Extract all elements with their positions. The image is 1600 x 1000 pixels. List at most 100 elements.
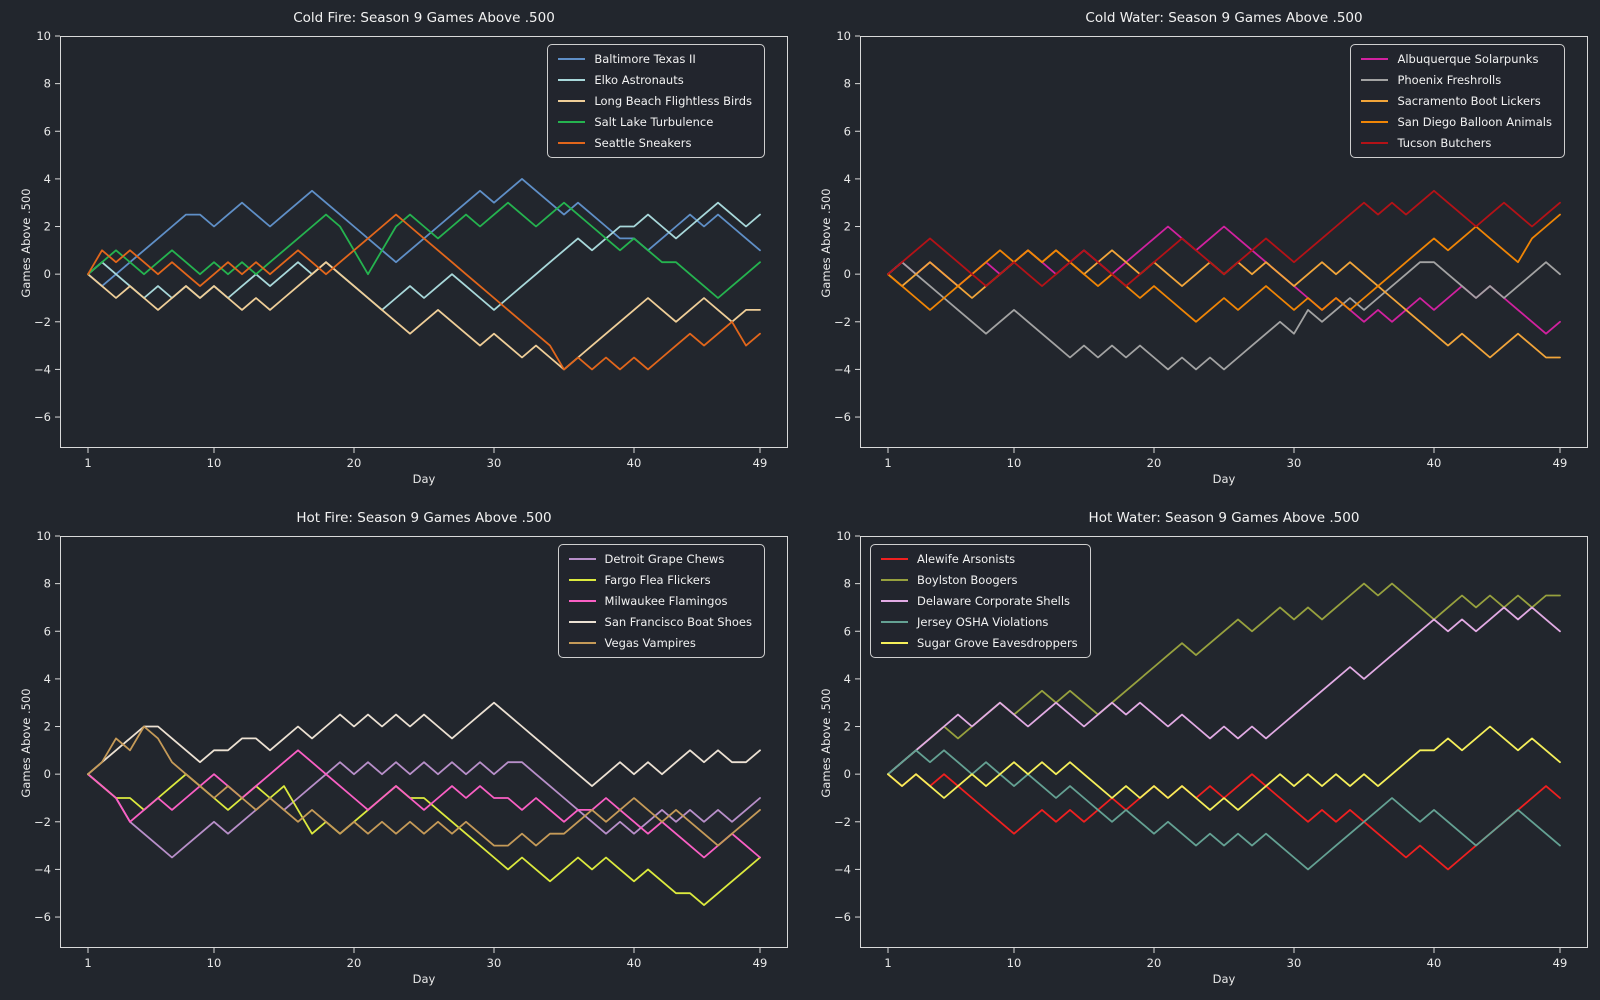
legend-label: Vegas Vampires [604,636,696,650]
plot-spine [60,536,788,948]
legend-item: Salt Lake Turbulence [558,115,752,129]
y-tick-label: 8 [44,77,51,91]
legend-swatch [568,558,596,560]
panel-cold-fire: Cold Fire: Season 9 Games Above .500 Gam… [0,0,800,500]
x-tick-label: 40 [1427,956,1442,970]
series-line [87,213,761,371]
y-tick-label: 0 [844,267,851,281]
legend-label: Milwaukee Flamingos [604,594,728,608]
x-tick-label: 10 [207,956,222,970]
series-line [887,749,1561,871]
legend: Detroit Grape Chews Fargo Flea Flickers … [557,544,765,658]
y-tick-label: −6 [834,410,851,424]
legend-label: Sugar Grove Eavesdroppers [917,636,1078,650]
legend-label: Jersey OSHA Violations [917,615,1049,629]
y-tick-label: 2 [844,720,851,734]
legend-item: Seattle Sneakers [558,136,752,150]
x-tick-label: 30 [1287,956,1302,970]
y-axis-label: Games Above .500 [819,188,833,298]
series-line [87,261,761,371]
y-tick-label: 4 [44,172,51,186]
y-tick-label: −6 [834,910,851,924]
y-tick-label: 0 [44,767,51,781]
x-tick-label: 30 [1287,456,1302,470]
legend-item: Sacramento Boot Lickers [1361,94,1552,108]
y-axis-label: Games Above .500 [19,688,33,798]
y-tick-label: 6 [44,624,51,638]
legend-item: Vegas Vampires [568,636,752,650]
legend-item: Detroit Grape Chews [568,552,752,566]
legend-label: Albuquerque Solarpunks [1397,52,1539,66]
series-line [887,189,1561,288]
chart-title: Cold Fire: Season 9 Games Above .500 [293,10,555,26]
legend-item: Alewife Arsonists [881,552,1078,566]
legend: Albuquerque Solarpunks Phoenix Freshroll… [1350,44,1565,158]
legend-swatch [558,79,586,81]
plot-spine [60,36,788,448]
legend-swatch [558,121,586,123]
legend-swatch [1361,100,1389,102]
legend-item: San Francisco Boat Shoes [568,615,752,629]
y-tick-label: −4 [34,362,51,376]
chart-title: Hot Fire: Season 9 Games Above .500 [296,510,552,526]
series-line [87,749,761,859]
y-tick-label: 6 [844,624,851,638]
legend-label: Delaware Corporate Shells [917,594,1071,608]
y-tick-label: 10 [836,529,851,543]
legend-swatch [568,642,596,644]
x-tick-label: 20 [347,456,362,470]
x-tick-label: 49 [753,956,768,970]
x-tick-label: 1 [84,456,91,470]
x-tick-label: 20 [1147,456,1162,470]
legend-label: Fargo Flea Flickers [604,573,711,587]
y-tick-label: 8 [844,77,851,91]
legend-item: Boylston Boogers [881,573,1078,587]
legend-swatch [1361,58,1389,60]
x-tick-label: 1 [884,456,891,470]
series-line [87,773,761,907]
x-axis-label: Day [412,472,436,486]
legend-swatch [558,58,586,60]
legend-swatch [1361,121,1389,123]
x-axis-label: Day [1212,472,1236,486]
y-tick-label: −4 [834,862,851,876]
y-tick-label: 4 [44,672,51,686]
y-tick-label: −6 [34,910,51,924]
y-tick-label: −6 [34,410,51,424]
y-tick-label: 6 [844,124,851,138]
series-line [87,177,761,288]
y-tick-label: 10 [836,29,851,43]
series-line [887,606,1561,776]
legend-label: Baltimore Texas II [594,52,696,66]
legend-label: Alewife Arsonists [917,552,1016,566]
legend-swatch [1361,142,1389,144]
legend-item: San Diego Balloon Animals [1361,115,1552,129]
x-tick-label: 10 [1007,956,1022,970]
chart-title: Cold Water: Season 9 Games Above .500 [1085,10,1363,26]
legend-item: Baltimore Texas II [558,52,752,66]
x-tick-label: 49 [1553,956,1568,970]
series-line [87,701,761,788]
legend-swatch [881,642,908,644]
y-tick-label: 10 [36,29,51,43]
legend-swatch [568,600,596,602]
legend-item: Albuquerque Solarpunks [1361,52,1552,66]
y-tick-label: 0 [44,267,51,281]
x-tick-label: 20 [1147,956,1162,970]
legend-item: Delaware Corporate Shells [881,594,1078,608]
panel-cold-water: Cold Water: Season 9 Games Above .500 Ga… [800,0,1600,500]
y-tick-label: −2 [834,315,851,329]
y-tick-label: 2 [44,720,51,734]
y-tick-label: 4 [844,172,851,186]
y-tick-label: −2 [34,815,51,829]
y-tick-label: 0 [844,767,851,781]
legend-label: San Francisco Boat Shoes [604,615,752,629]
y-tick-label: −4 [34,862,51,876]
chart-title: Hot Water: Season 9 Games Above .500 [1088,510,1360,526]
series-line [887,725,1561,811]
x-tick-label: 20 [347,956,362,970]
x-tick-label: 10 [1007,456,1022,470]
